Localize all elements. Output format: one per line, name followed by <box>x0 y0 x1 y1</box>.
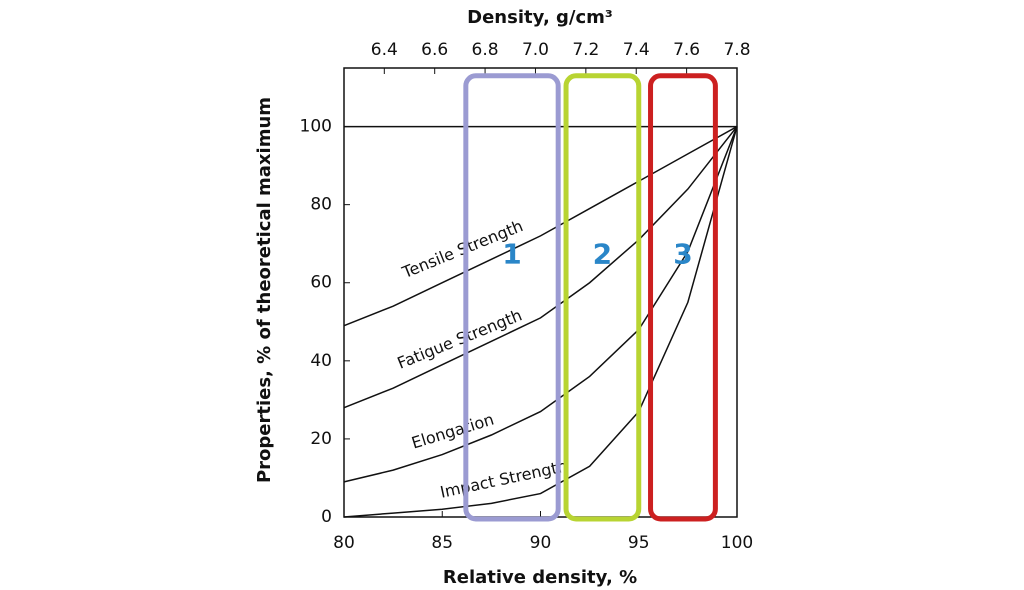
region-box <box>563 73 642 522</box>
x2-axis-title: Density, g/cm³ <box>467 7 613 28</box>
x2-tick-label: 7.2 <box>572 40 599 60</box>
x-tick-label: 90 <box>530 533 552 553</box>
region-label: 1 <box>502 237 521 270</box>
y-tick-label: 20 <box>310 429 332 449</box>
x-tick-label: 100 <box>721 533 753 553</box>
y-tick-label: 0 <box>321 507 332 527</box>
x-tick-label: 85 <box>431 533 453 553</box>
x2-tick-label: 6.4 <box>371 40 398 60</box>
curve <box>343 126 738 409</box>
y-tick-label: 80 <box>310 195 332 215</box>
curve <box>343 126 738 518</box>
y-tick-label: 40 <box>310 351 332 371</box>
curve-label: Impact Strength <box>438 456 569 502</box>
curve <box>343 126 738 483</box>
x2-tick-label: 7.4 <box>623 40 650 60</box>
region-box <box>648 73 718 522</box>
plot-frame <box>343 67 738 518</box>
region-box <box>463 73 561 522</box>
curve <box>343 125 738 327</box>
y-axis-title: Properties, % of theoretical maximum <box>254 97 275 483</box>
x-tick-label: 80 <box>333 533 355 553</box>
y-tick-label: 60 <box>310 273 332 293</box>
y-tick-label: 100 <box>300 117 332 137</box>
x2-tick-label: 6.6 <box>421 40 448 60</box>
x2-tick-label: 7.6 <box>673 40 700 60</box>
x-axis-title: Relative density, % <box>443 567 637 588</box>
region-label: 3 <box>673 237 692 270</box>
x2-tick-label: 7.8 <box>723 40 750 60</box>
x-tick-label: 95 <box>628 533 650 553</box>
x2-tick-label: 6.8 <box>472 40 499 60</box>
x2-tick-label: 7.0 <box>522 40 549 60</box>
curve-label: Elongation <box>409 410 496 453</box>
region-label: 2 <box>593 237 612 270</box>
curve-label: Fatigue Strength <box>395 305 525 372</box>
